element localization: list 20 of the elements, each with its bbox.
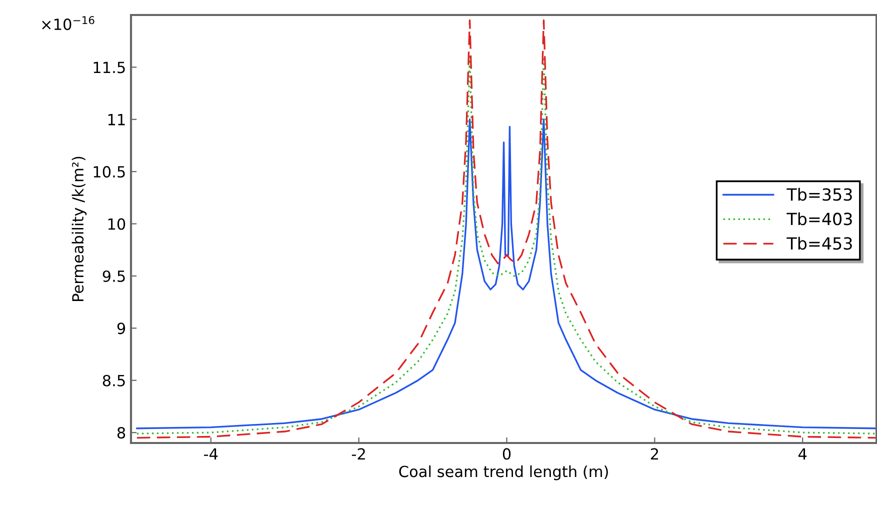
y-tick-label: 8.5 <box>102 374 125 386</box>
y-tick-label: 9.5 <box>102 270 125 282</box>
y-axis-title: Permeability /k(m²) <box>72 156 87 301</box>
y-tick-label: 9 <box>117 322 126 334</box>
x-tick-label: -2 <box>352 448 365 460</box>
y-tick-label: 8 <box>117 427 126 439</box>
y-tick-label: 10.5 <box>94 166 125 178</box>
x-tick-label: -4 <box>204 448 218 460</box>
legend-label: Tb=353 <box>786 188 852 201</box>
text: ×10$^{−16}$ <box>42 16 94 30</box>
x-tick-label: 4 <box>798 448 807 460</box>
y-tick-label: 11 <box>108 114 125 126</box>
y-tick-label: 11.5 <box>94 62 125 74</box>
x-tick-label: 2 <box>650 448 658 460</box>
x-axis-title: Coal seam trend length (m) <box>399 465 608 480</box>
x-tick-label: 0 <box>502 448 511 460</box>
legend-label: Tb=453 <box>786 236 852 250</box>
y-tick-label: 10 <box>108 218 126 230</box>
line-series <box>136 118 877 430</box>
legend-label: Tb=403 <box>786 212 852 226</box>
